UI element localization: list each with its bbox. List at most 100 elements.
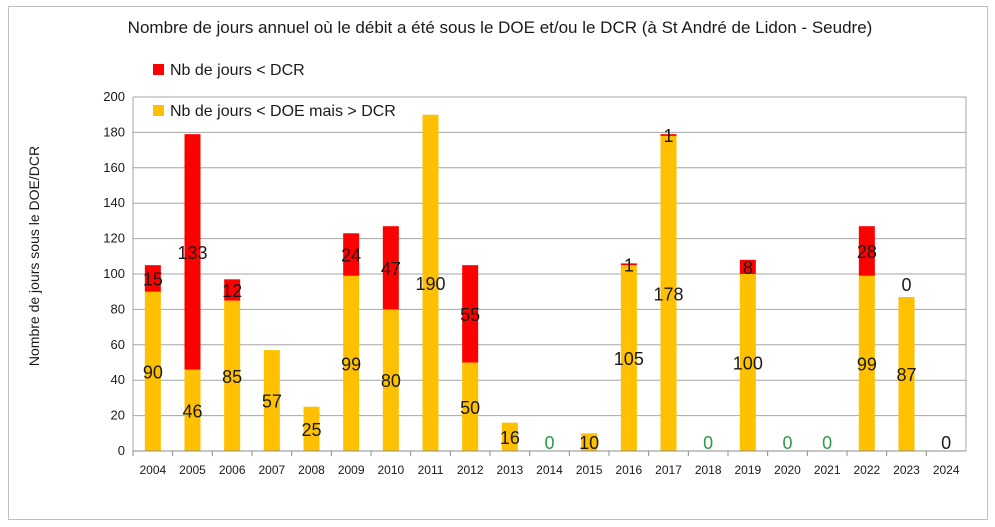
label-doe-2015: 10 xyxy=(579,433,599,453)
bar-doe-2013 xyxy=(501,422,518,451)
label-doe-2018: 0 xyxy=(703,433,713,453)
x-tick-label-2023: 2023 xyxy=(893,463,920,477)
label-dcr-2005: 133 xyxy=(177,243,207,263)
label-doe-2023: 87 xyxy=(896,365,916,385)
label-doe-2008: 25 xyxy=(301,420,321,440)
label-doe-2012: 50 xyxy=(460,398,480,418)
x-tick-label-2014: 2014 xyxy=(536,463,563,477)
label-doe-2014: 0 xyxy=(544,433,554,453)
y-tick-label: 180 xyxy=(103,124,125,139)
legend-doe-label: Nb de jours < DOE mais > DCR xyxy=(170,103,396,120)
bar-doe-2006 xyxy=(224,300,241,451)
y-tick-label: 100 xyxy=(103,266,125,281)
bar-doe-2007 xyxy=(263,350,280,451)
label-dcr-2012: 55 xyxy=(460,305,480,325)
chart-title: Nombre de jours annuel où le débit a été… xyxy=(127,18,873,37)
y-tick-label: 0 xyxy=(118,443,125,458)
x-tick-label-2018: 2018 xyxy=(695,463,722,477)
x-tick-label-2006: 2006 xyxy=(219,463,246,477)
y-tick-label: 20 xyxy=(111,408,125,423)
legend: Nb de jours < DCR Nb de jours < DOE mais … xyxy=(153,62,396,120)
x-tick-label-2009: 2009 xyxy=(338,463,365,477)
bar-doe-2022 xyxy=(858,275,875,451)
legend-dcr-label: Nb de jours < DCR xyxy=(170,62,305,79)
x-tick-label-2019: 2019 xyxy=(734,463,761,477)
legend-doe-swatch xyxy=(153,105,164,116)
label-doe-2022: 99 xyxy=(857,354,877,374)
bar-dcr-2006 xyxy=(224,279,241,301)
bar-doe-2010 xyxy=(382,309,399,451)
label-dcr-2009: 24 xyxy=(341,246,361,266)
label-doe-2009: 99 xyxy=(341,354,361,374)
bar-dcr-2009 xyxy=(343,233,360,276)
y-tick-label: 160 xyxy=(103,160,125,175)
bar-doe-2023 xyxy=(898,297,915,451)
bar-doe-2009 xyxy=(343,275,360,451)
bar-dcr-2005 xyxy=(184,134,201,370)
label-dcr-2022: 28 xyxy=(857,242,877,262)
bar-doe-2005 xyxy=(184,369,201,451)
y-tick-label: 80 xyxy=(111,301,125,316)
x-tick-label-2021: 2021 xyxy=(814,463,841,477)
label-doe-2006: 85 xyxy=(222,367,242,387)
label-dcr-2010: 47 xyxy=(381,259,401,279)
x-tick-label-2011: 2011 xyxy=(418,463,444,477)
label-doe-2010: 80 xyxy=(381,371,401,391)
label-dcr-2023: 0 xyxy=(901,275,911,295)
label-doe-2005: 46 xyxy=(182,401,202,421)
x-tick-label-2020: 2020 xyxy=(774,463,801,477)
x-tick-label-2010: 2010 xyxy=(377,463,404,477)
bar-dcr-2004 xyxy=(144,265,161,292)
bar-doe-2015 xyxy=(581,433,598,451)
label-doe-2013: 16 xyxy=(500,428,520,448)
x-tick-label-2008: 2008 xyxy=(298,463,325,477)
label-dcr-2017: 1 xyxy=(663,126,673,146)
label-doe-2007: 57 xyxy=(262,392,282,412)
label-doe-2024: 0 xyxy=(941,433,951,453)
label-doe-2020: 0 xyxy=(782,433,792,453)
bar-dcr-2017 xyxy=(660,134,677,136)
bar-doe-2019 xyxy=(739,274,756,451)
bar-dcr-2012 xyxy=(462,265,479,363)
x-tick-label-2013: 2013 xyxy=(496,463,523,477)
bar-dcr-2010 xyxy=(382,226,399,310)
label-dcr-2006: 12 xyxy=(222,281,242,301)
y-tick-label: 40 xyxy=(111,372,125,387)
label-doe-2017: 178 xyxy=(653,284,683,304)
bar-doe-2011 xyxy=(422,114,439,451)
bar-doe-2004 xyxy=(144,291,161,451)
bar-dcr-2019 xyxy=(739,259,756,274)
label-doe-2004: 90 xyxy=(143,362,163,382)
x-tick-label-2007: 2007 xyxy=(258,463,285,477)
gridlines xyxy=(133,96,966,452)
label-doe-2016: 105 xyxy=(614,349,644,369)
x-tick-label-2015: 2015 xyxy=(576,463,603,477)
y-tick-label: 140 xyxy=(103,195,125,210)
y-tick-label: 200 xyxy=(103,89,125,104)
x-tick-label-2016: 2016 xyxy=(615,463,642,477)
chart-frame xyxy=(8,6,988,520)
bar-dcr-2016 xyxy=(620,263,637,266)
label-doe-2019: 100 xyxy=(733,354,763,374)
x-tick-label-2017: 2017 xyxy=(655,463,682,477)
label-dcr-2016: 1 xyxy=(624,255,634,275)
x-tick-label-2004: 2004 xyxy=(139,463,166,477)
x-tick-label-2005: 2005 xyxy=(179,463,206,477)
bars xyxy=(144,114,915,451)
x-tick-label-2024: 2024 xyxy=(933,463,960,477)
bar-doe-2017 xyxy=(660,135,677,451)
y-tick-label: 60 xyxy=(111,337,125,352)
y-tick-label: 120 xyxy=(103,231,125,246)
x-tick-label-2012: 2012 xyxy=(457,463,484,477)
bar-doe-2012 xyxy=(462,362,479,451)
legend-dcr-swatch xyxy=(153,64,164,75)
bar-doe-2016 xyxy=(620,265,637,451)
x-tick-label-2022: 2022 xyxy=(853,463,880,477)
bar-doe-2008 xyxy=(303,406,320,451)
label-doe-2021: 0 xyxy=(822,433,832,453)
label-doe-2011: 190 xyxy=(415,274,445,294)
bar-dcr-2022 xyxy=(858,226,875,276)
label-dcr-2019: 8 xyxy=(743,258,753,278)
